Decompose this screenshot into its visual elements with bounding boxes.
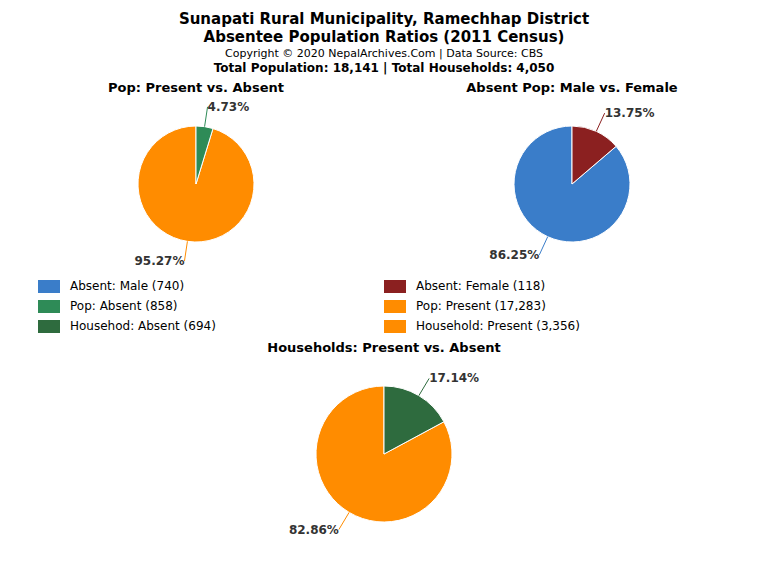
svg-text:17.14%: 17.14% [429, 371, 479, 385]
svg-text:13.75%: 13.75% [605, 106, 655, 120]
html-text:Househod: Absent (694): Househod: Absent (694) [70, 319, 216, 333]
html-text:Household: Present (3,356): Household: Present (3,356) [416, 319, 580, 333]
html-text:Absentee Population Ratios (20: Absentee Population Ratios (2011 Census) [203, 28, 565, 46]
svg-text:95.27%: 95.27% [134, 254, 184, 268]
html-text:Total Population: 18,141 | Tot: Total Population: 18,141 | Total Househo… [213, 61, 555, 75]
html-text:Pop: Absent (858): Pop: Absent (858) [70, 299, 178, 313]
html-text:Pop: Present vs. Absent: Pop: Present vs. Absent [108, 80, 284, 95]
html-text:Copyright © 2020 NepalArchives: Copyright © 2020 NepalArchives.Com | Dat… [225, 47, 543, 60]
svg-text:86.25%: 86.25% [489, 248, 539, 262]
html-text:Sunapati Rural Municipality, R: Sunapati Rural Municipality, Ramechhap D… [178, 10, 590, 28]
html-text:Absent: Female (118): Absent: Female (118) [416, 279, 546, 293]
html-text:Absent Pop: Male vs. Female: Absent Pop: Male vs. Female [466, 80, 678, 95]
html-text:Households: Present vs. Absent: Households: Present vs. Absent [267, 340, 501, 355]
html-text:Absent: Male (740): Absent: Male (740) [70, 279, 185, 293]
svg-text:82.86%: 82.86% [289, 523, 339, 537]
svg-text:4.73%: 4.73% [208, 100, 250, 114]
html-text:Pop: Present (17,283): Pop: Present (17,283) [416, 299, 546, 313]
